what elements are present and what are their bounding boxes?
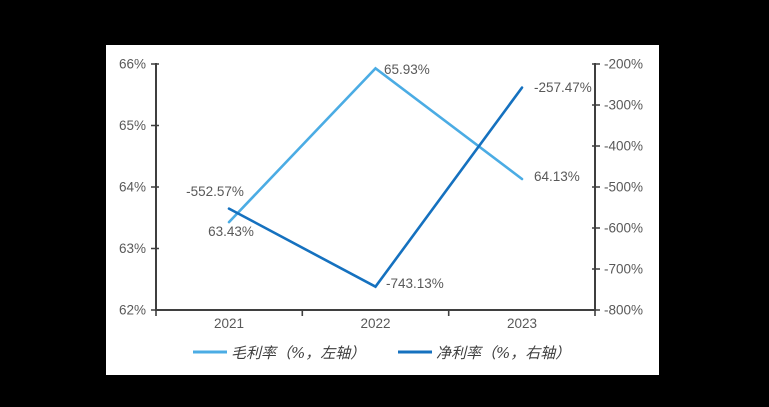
left-tick-label: 66% bbox=[119, 57, 146, 72]
x-axis-labels: 2021 2022 2023 bbox=[214, 316, 537, 331]
left-tick-label: 63% bbox=[119, 241, 146, 256]
right-axis-labels: -200% -300% -400% -500% -600% -700% -800… bbox=[604, 57, 643, 318]
gross-margin-legend-label: 毛利率（%，左轴） bbox=[231, 344, 365, 362]
data-labels: 63.43% 65.93% 64.13% -552.57% -743.13% -… bbox=[186, 62, 592, 291]
net-margin-series-line bbox=[227, 86, 524, 289]
data-label-net-2021: -552.57% bbox=[186, 184, 244, 199]
data-label-net-2023: -257.47% bbox=[534, 80, 592, 95]
data-label-net-2022: -743.13% bbox=[386, 276, 444, 291]
left-tick-label: 64% bbox=[119, 180, 146, 195]
left-tick-label: 65% bbox=[119, 118, 146, 133]
x-axis-tick-marks bbox=[155, 310, 596, 316]
right-tick-label: -300% bbox=[604, 98, 643, 113]
right-axis-tick-marks bbox=[592, 63, 600, 311]
x-tick-label: 2023 bbox=[507, 316, 537, 331]
legend: 毛利率（%，左轴） 净利率（%，右轴） bbox=[193, 344, 570, 362]
x-tick-label: 2022 bbox=[360, 316, 390, 331]
right-tick-label: -600% bbox=[604, 221, 643, 236]
right-tick-label: -200% bbox=[604, 57, 643, 72]
data-label-gross-2021: 63.43% bbox=[208, 224, 254, 239]
net-margin-legend-label: 净利率（%，右轴） bbox=[436, 344, 570, 362]
chart-panel bbox=[106, 45, 659, 375]
right-tick-label: -500% bbox=[604, 180, 643, 195]
x-tick-label: 2021 bbox=[214, 316, 244, 331]
left-axis-tick-marks bbox=[151, 63, 159, 311]
right-tick-label: -800% bbox=[604, 303, 643, 318]
right-tick-label: -700% bbox=[604, 262, 643, 277]
right-tick-label: -400% bbox=[604, 139, 643, 154]
data-label-gross-2022: 65.93% bbox=[384, 62, 430, 77]
left-tick-label: 62% bbox=[119, 303, 146, 318]
left-axis-labels: 66% 65% 64% 63% 62% bbox=[119, 57, 146, 318]
gross-margin-series-line bbox=[227, 66, 524, 224]
data-label-gross-2023: 64.13% bbox=[534, 169, 580, 184]
axis-ticks bbox=[151, 63, 600, 316]
